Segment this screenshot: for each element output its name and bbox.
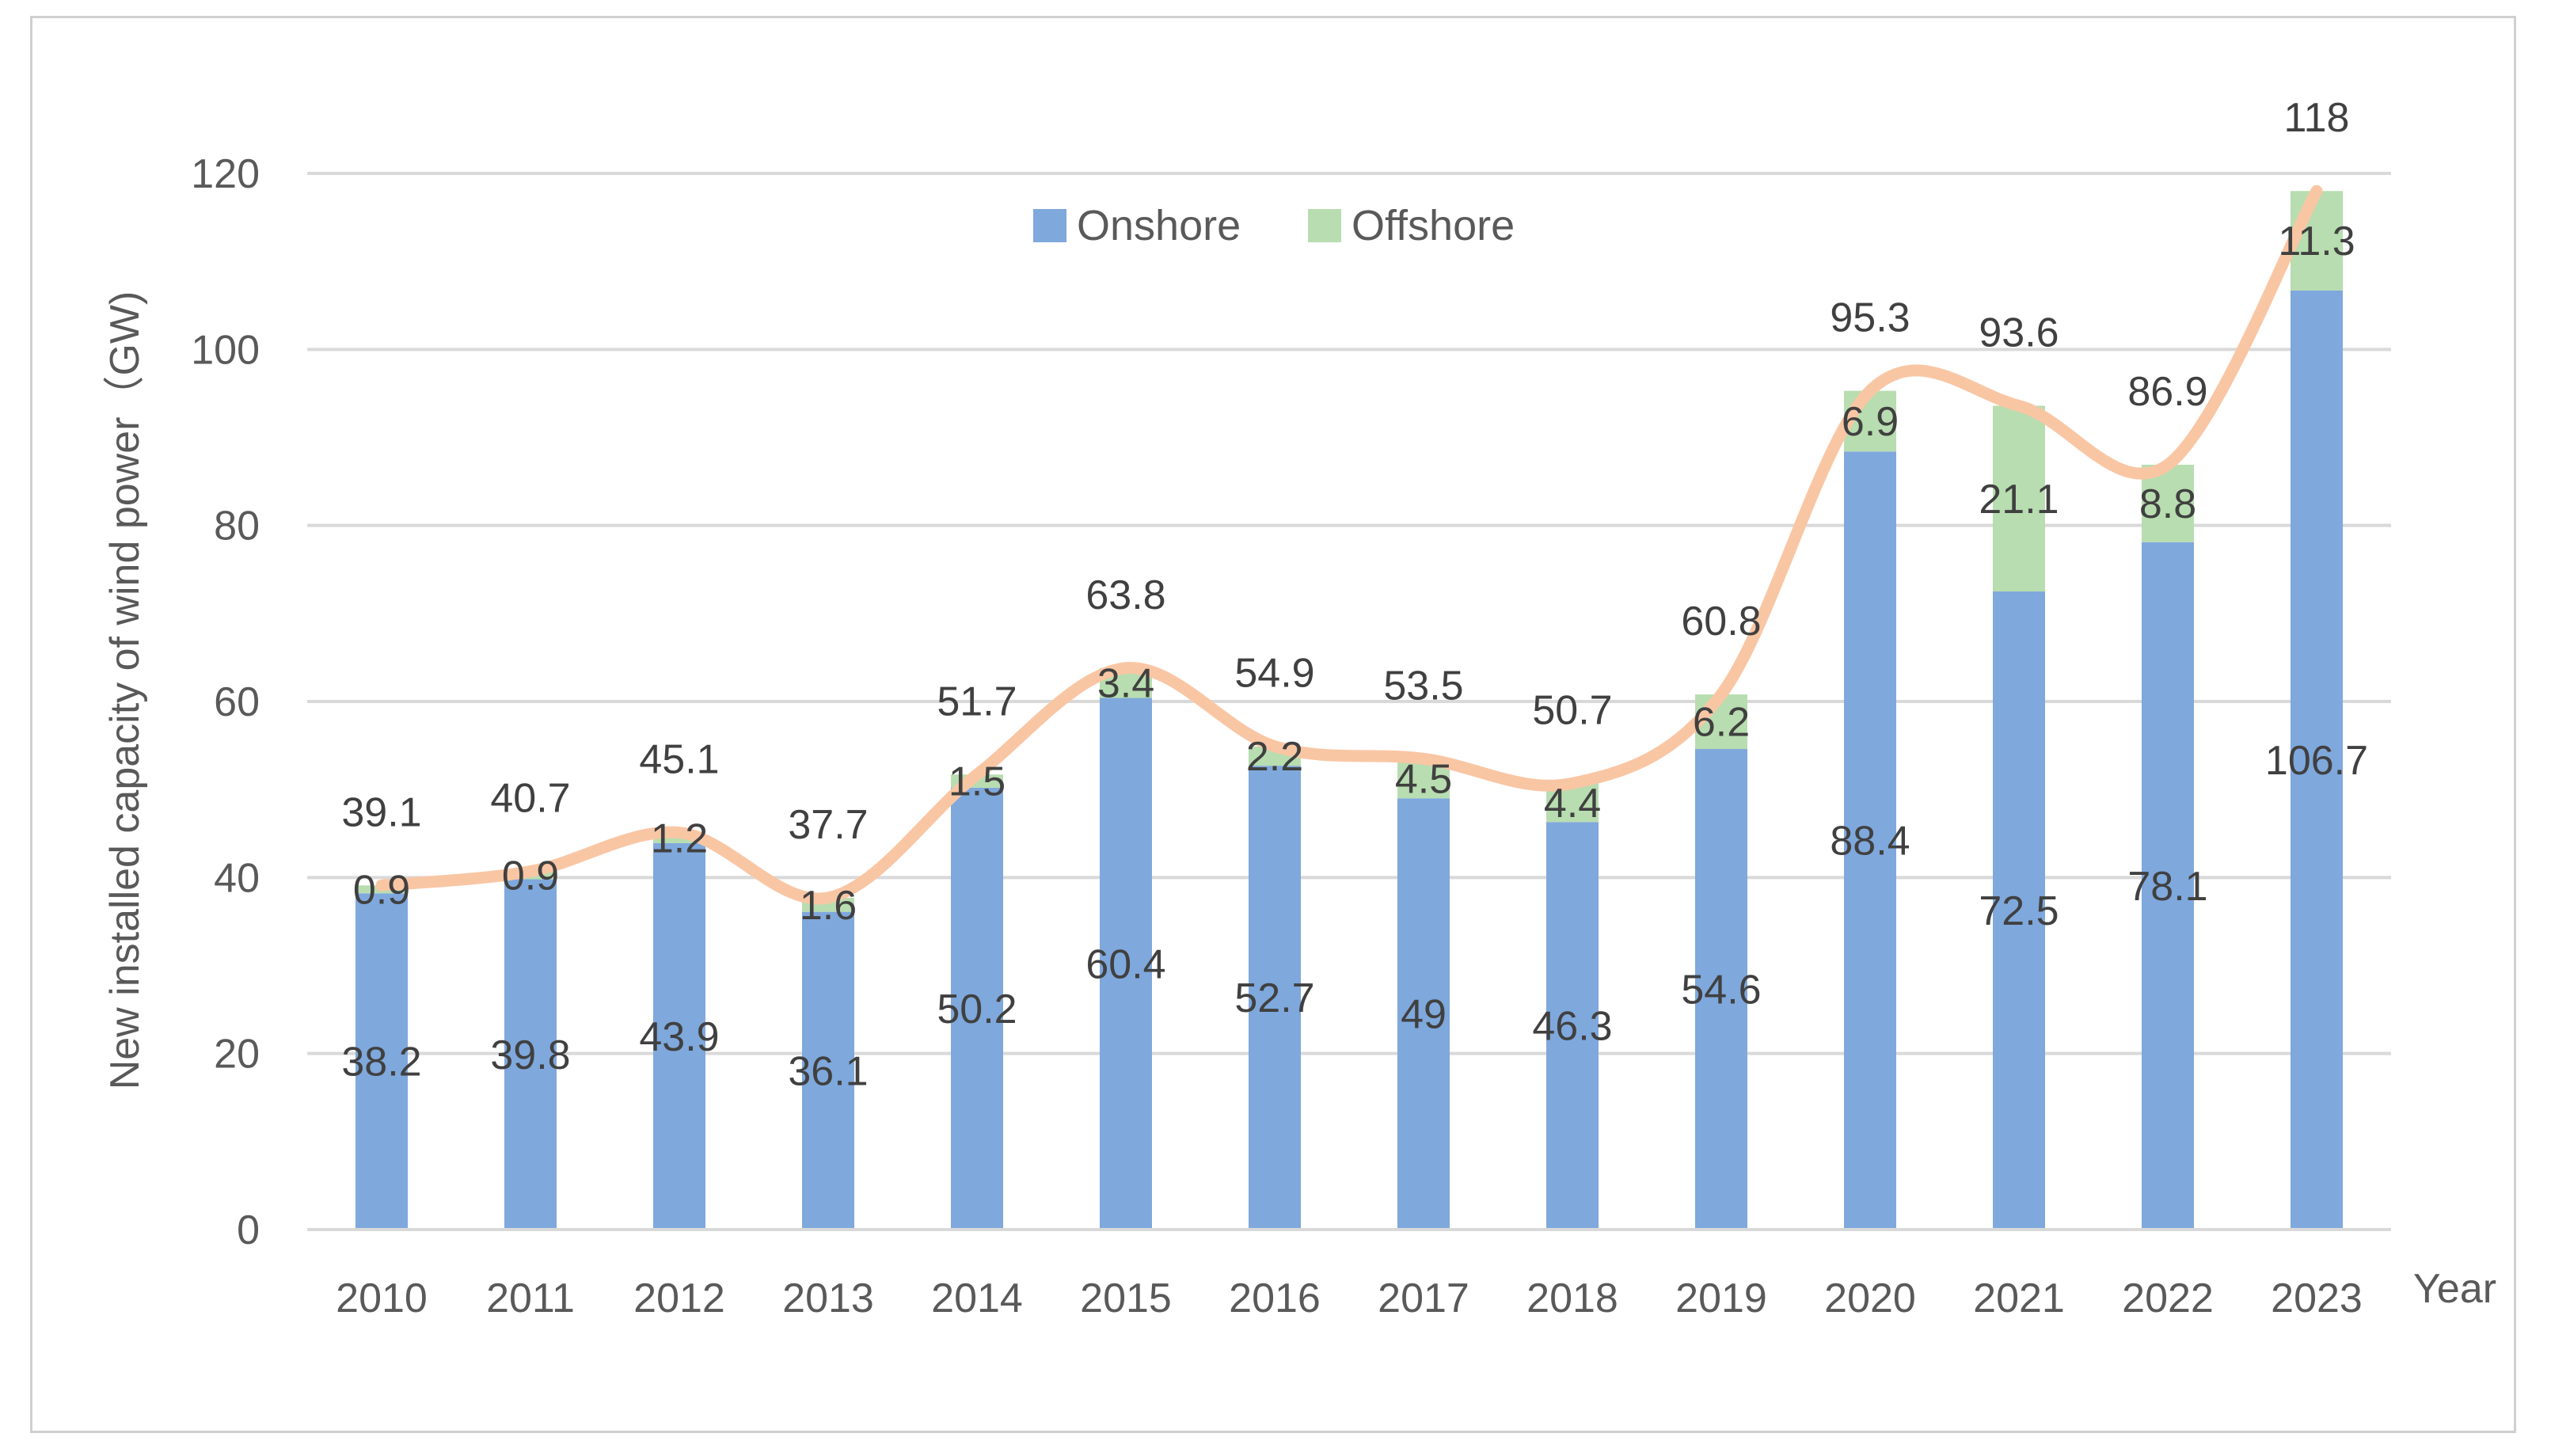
offshore-value-label: 0.9 <box>502 853 559 899</box>
total-value-label: 45.1 <box>639 737 719 783</box>
offshore-value-label: 4.4 <box>1544 781 1601 827</box>
y-tick-label: 20 <box>214 1032 260 1078</box>
onshore-value-label: 60.4 <box>1085 941 1165 987</box>
x-tick-label: 2014 <box>931 1275 1023 1321</box>
x-tick-label: 2020 <box>1824 1275 1916 1321</box>
total-line <box>375 184 2323 905</box>
offshore-value-label: 8.8 <box>2139 481 2196 527</box>
bar-onshore <box>1993 591 2045 1230</box>
legend: Onshore Offshore <box>1033 202 1515 249</box>
x-tick-label: 2017 <box>1378 1275 1469 1321</box>
offshore-value-label: 4.5 <box>1395 756 1452 802</box>
bar-onshore <box>1249 766 1301 1230</box>
legend-swatch-onshore <box>1033 209 1066 242</box>
y-tick-label: 60 <box>214 679 260 725</box>
offshore-value-label: 11.3 <box>2278 219 2355 264</box>
total-value-label: 63.8 <box>1085 572 1165 618</box>
offshore-value-label: 6.2 <box>1693 700 1750 746</box>
x-tick-label: 2022 <box>2122 1275 2214 1321</box>
onshore-value-label: 49 <box>1401 992 1447 1038</box>
offshore-value-label: 6.9 <box>1842 399 1899 445</box>
x-tick-label: 2013 <box>782 1275 874 1321</box>
offshore-value-label: 0.9 <box>353 867 410 913</box>
x-tick-label: 2011 <box>486 1275 575 1321</box>
onshore-value-label: 106.7 <box>2265 738 2368 784</box>
onshore-value-label: 39.8 <box>490 1032 570 1078</box>
total-value-label: 50.7 <box>1532 687 1612 733</box>
bar-onshore <box>1695 749 1747 1230</box>
bar-onshore <box>1397 798 1450 1230</box>
x-tick-label: 2012 <box>633 1275 725 1321</box>
onshore-value-label: 46.3 <box>1532 1004 1612 1050</box>
onshore-value-label: 43.9 <box>639 1014 719 1060</box>
total-value-label: 93.6 <box>1979 310 2059 355</box>
offshore-value-label: 2.2 <box>1246 734 1303 780</box>
x-tick-label: 2023 <box>2271 1275 2363 1321</box>
offshore-value-label: 1.2 <box>651 815 708 861</box>
y-tick-label: 80 <box>214 504 260 549</box>
onshore-value-label: 88.4 <box>1830 819 1910 865</box>
x-tick-label: 2018 <box>1526 1275 1618 1321</box>
bar-onshore <box>802 911 854 1230</box>
x-tick-label: 2015 <box>1080 1275 1172 1321</box>
x-tick-label: 2016 <box>1229 1275 1321 1321</box>
x-tick-label: 2019 <box>1675 1275 1767 1321</box>
onshore-value-label: 50.2 <box>937 987 1017 1032</box>
x-axis-title: Year <box>2413 1266 2496 1312</box>
x-tick-label: 2021 <box>1973 1275 2065 1321</box>
onshore-value-label: 54.6 <box>1681 967 1761 1013</box>
total-value-label: 95.3 <box>1830 295 1910 341</box>
bars <box>355 191 2343 1230</box>
total-value-label: 86.9 <box>2127 369 2207 415</box>
offshore-value-label: 3.4 <box>1097 661 1154 707</box>
y-tick-label: 40 <box>214 855 260 901</box>
offshore-value-label: 21.1 <box>1979 477 2059 523</box>
bar-onshore <box>1546 822 1599 1230</box>
bar-onshore <box>653 842 705 1230</box>
gridlines <box>307 172 2391 1055</box>
offshore-value-label: 1.6 <box>800 883 857 929</box>
total-value-label: 118 <box>2284 95 2350 141</box>
total-value-label: 54.9 <box>1234 651 1314 697</box>
bar-onshore <box>355 893 408 1230</box>
total-value-label: 51.7 <box>937 679 1017 724</box>
y-tick-label: 0 <box>237 1207 260 1253</box>
x-tick-label: 2010 <box>336 1275 428 1321</box>
bar-onshore <box>2291 290 2343 1230</box>
total-value-label: 37.7 <box>788 802 868 848</box>
bar-onshore <box>504 879 557 1230</box>
total-value-label: 60.8 <box>1681 599 1761 644</box>
legend-swatch-offshore <box>1308 209 1341 242</box>
total-line-path <box>375 184 2323 905</box>
bar-onshore <box>1844 451 1896 1230</box>
y-axis-title: New installed capacity of wind power（GW) <box>102 291 148 1090</box>
bar-onshore <box>2142 542 2194 1230</box>
axes: 0 20 40 60 80 100 120 2010 2011 2012 2013 2014 2015 2… <box>191 151 2391 1321</box>
data-labels: 38.2 0.9 39.1 39.8 0.9 40.7 43.9 1.2 45.1 36.1 1.6… <box>341 95 2368 1094</box>
total-value-label: 39.1 <box>341 789 421 835</box>
onshore-value-label: 78.1 <box>2127 864 2207 910</box>
bar-onshore <box>951 787 1003 1230</box>
onshore-value-label: 38.2 <box>341 1040 421 1085</box>
onshore-value-label: 72.5 <box>1979 888 2059 934</box>
total-value-label: 53.5 <box>1383 663 1463 709</box>
onshore-value-label: 52.7 <box>1234 975 1314 1021</box>
legend-label-offshore: Offshore <box>1352 202 1515 249</box>
bar-onshore <box>1100 698 1152 1230</box>
bar-offshore <box>1993 405 2045 592</box>
offshore-value-label: 1.5 <box>949 759 1006 805</box>
onshore-value-label: 36.1 <box>788 1048 868 1094</box>
y-tick-label: 100 <box>191 327 260 373</box>
total-value-label: 40.7 <box>490 776 570 822</box>
legend-label-onshore: Onshore <box>1077 202 1241 249</box>
y-tick-label: 120 <box>191 151 260 197</box>
